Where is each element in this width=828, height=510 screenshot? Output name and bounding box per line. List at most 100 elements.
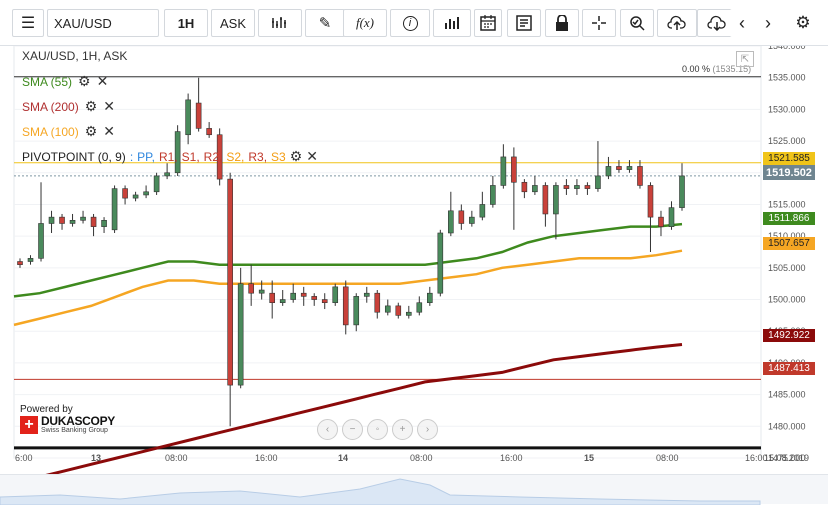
candle-body — [500, 156, 507, 186]
candle-body — [469, 216, 475, 224]
close-icon[interactable]: ✕ — [306, 148, 319, 164]
side-button[interactable]: ASK — [211, 9, 255, 37]
info-button[interactable]: i — [390, 9, 430, 37]
swiss-cross-icon: + — [20, 416, 38, 434]
info-icon: i — [402, 15, 418, 31]
price-tag-sma55: 1511.866 — [763, 212, 815, 225]
candle-body — [164, 172, 170, 177]
price-tick-label: 1505.000 — [768, 263, 806, 273]
reset-zoom-icon[interactable]: ◦ — [367, 419, 388, 440]
price-tick-label: 1510.000 — [768, 231, 806, 241]
candle-body — [59, 216, 65, 224]
price-tag-current: 1519.502 — [763, 165, 815, 180]
chart-area[interactable]: 1540.0001535.0001530.0001525.0001520.000… — [0, 41, 828, 506]
zoom-button[interactable] — [620, 9, 654, 37]
close-icon[interactable]: ✕ — [96, 73, 109, 89]
navigator-strip[interactable] — [0, 474, 828, 506]
function-button[interactable]: f(x) — [343, 9, 387, 37]
scroll-right-nav-icon[interactable]: › — [417, 419, 438, 440]
close-icon[interactable]: ✕ — [103, 98, 115, 114]
percent-change: 0.00 % (1535.15) — [682, 64, 751, 74]
menu-button[interactable]: ☰ — [12, 9, 44, 37]
gear-icon[interactable]: ⚙ — [289, 148, 303, 164]
sma55-line — [13, 222, 683, 298]
plot-area — [13, 45, 762, 459]
gear-icon[interactable]: ⚙ — [84, 123, 98, 139]
chevron-right-icon: › — [765, 12, 771, 33]
candle-body — [258, 289, 265, 294]
chart-title: XAU/USD, 1H, ASK — [22, 49, 128, 63]
price-tag-sma100: 1507.657 — [763, 237, 815, 250]
volume-button[interactable] — [433, 9, 471, 37]
bar-style-button[interactable] — [258, 9, 302, 37]
candle-body — [174, 131, 181, 174]
time-tick-label: 15 — [584, 453, 594, 463]
maximize-button[interactable]: ⇱ — [736, 51, 754, 67]
scroll-left-nav-icon[interactable]: ‹ — [317, 419, 338, 440]
candle-body — [574, 185, 580, 189]
candle-body — [626, 166, 633, 170]
date-label: 15.08.2019 — [764, 453, 809, 463]
price-tick-label: 1480.000 — [768, 421, 806, 431]
candle-body — [374, 292, 381, 313]
candle-body — [195, 102, 202, 129]
legend-pivot-r3: R3, — [248, 149, 268, 164]
candle-body — [427, 292, 433, 304]
legend-pivot-label: PIVOTPOINT (0, 9) — [22, 149, 126, 164]
candle-body — [384, 305, 391, 313]
percent-value: (1535.15) — [712, 64, 752, 74]
candle-body — [311, 296, 318, 300]
legend-pivot-r2: R2, — [203, 149, 223, 164]
candle-body — [437, 232, 444, 294]
scroll-right-button[interactable]: › — [756, 9, 780, 37]
legend-pivot-pp: PP, — [137, 149, 155, 164]
upload-button[interactable] — [657, 9, 697, 37]
brand-name: DUKASCOPY — [41, 414, 115, 428]
candle-body — [511, 156, 517, 183]
settings-button[interactable]: ⚙ — [790, 9, 816, 37]
time-tick-label: 08:00 — [410, 453, 433, 463]
calendar-button[interactable] — [474, 9, 502, 37]
candle-body — [216, 134, 223, 180]
candle-body — [143, 191, 149, 196]
bar-style-icon — [272, 17, 286, 28]
brand-row: + DUKASCOPY Swiss Banking Group — [20, 414, 115, 434]
lock-button[interactable] — [545, 9, 579, 37]
candle-body — [101, 220, 107, 227]
candle-body — [416, 302, 423, 313]
zoom-out-icon[interactable]: − — [342, 419, 363, 440]
candle-body — [553, 185, 559, 215]
brand-subtitle: Swiss Banking Group — [41, 427, 108, 434]
price-chart[interactable]: 1540.0001535.0001530.0001525.0001520.000… — [0, 41, 828, 504]
candle-body — [532, 185, 538, 193]
gear-icon[interactable]: ⚙ — [78, 73, 91, 89]
period-button[interactable]: 1H — [164, 9, 208, 37]
crosshair-button[interactable] — [582, 9, 616, 37]
candle-body — [490, 185, 496, 205]
symbol-input[interactable] — [47, 9, 159, 37]
gear-icon[interactable]: ⚙ — [84, 98, 98, 114]
toolbar: ☰ 1H ASK ✎ f(x) i ‹ › ⚙ — [0, 0, 828, 46]
price-tick-label: 1530.000 — [768, 104, 806, 114]
legend-pivot-s2: S2, — [226, 149, 245, 164]
zoom-in-icon[interactable]: + — [392, 419, 413, 440]
time-tick-label: 08:00 — [165, 453, 188, 463]
news-button[interactable] — [507, 9, 541, 37]
candle-body — [448, 210, 454, 234]
candle-body — [206, 128, 212, 136]
candle-body — [479, 204, 486, 218]
volume-icon — [445, 17, 459, 29]
draw-button[interactable]: ✎ — [305, 9, 345, 37]
nav-controls: ‹ − ◦ + › — [317, 419, 438, 440]
time-tick-label: 14 — [338, 453, 348, 463]
gear-icon: ⚙ — [795, 13, 811, 32]
zoom-icon — [630, 16, 645, 31]
time-tick-label: 16:00 — [500, 453, 523, 463]
close-icon[interactable]: ✕ — [103, 123, 115, 139]
candle-body — [679, 175, 685, 208]
candle-body — [595, 175, 601, 189]
time-tick-label: 6:00 — [15, 453, 33, 463]
scroll-left-button[interactable]: ‹ — [730, 9, 754, 37]
candle-body — [584, 185, 591, 189]
candle-body — [132, 194, 139, 199]
